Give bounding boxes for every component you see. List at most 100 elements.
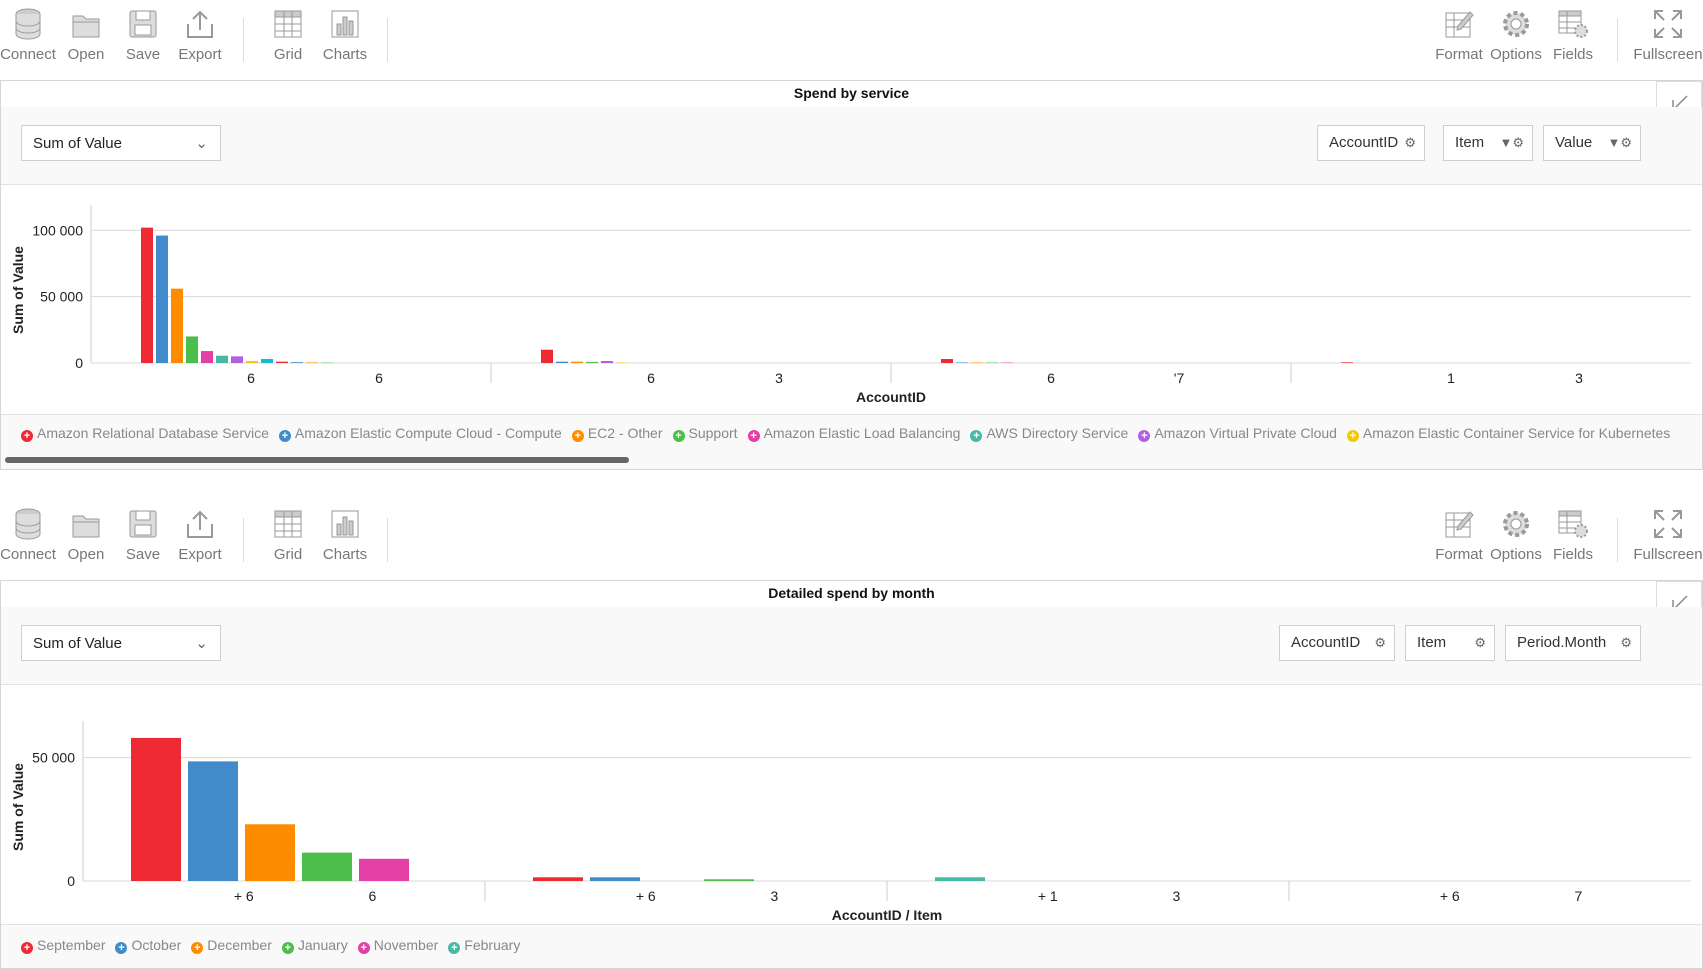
toolbar-2: Connect Open Save Export Grid Charts For… (0, 500, 1703, 580)
field-pill-value[interactable]: Value ▼⚙ (1543, 125, 1641, 161)
bar[interactable] (246, 361, 258, 363)
field-pill-label: Item (1417, 634, 1447, 651)
fields-button[interactable]: Fields (1543, 8, 1603, 63)
bar[interactable] (556, 361, 568, 363)
bar[interactable] (188, 761, 238, 881)
save-button[interactable]: Save (113, 508, 173, 563)
bar[interactable] (541, 349, 553, 363)
bar[interactable] (156, 235, 168, 363)
field-pill-accountid[interactable]: AccountID ⚙ (1279, 625, 1395, 661)
field-pill-item[interactable]: Item ⚙ (1405, 625, 1495, 661)
field-pill-label: Value (1555, 134, 1593, 151)
fullscreen-button[interactable]: Fullscreen (1632, 508, 1703, 563)
filter-gear-icon[interactable]: ▼⚙ (1607, 135, 1632, 150)
format-button[interactable]: Format (1429, 508, 1489, 563)
legend-item[interactable]: + Support (672, 425, 738, 442)
bar[interactable] (306, 362, 318, 363)
bar[interactable] (941, 359, 953, 363)
export-button[interactable]: Export (170, 508, 230, 563)
options-button[interactable]: Options (1486, 8, 1546, 63)
open-button[interactable]: Open (56, 8, 116, 63)
bar[interactable] (261, 359, 273, 363)
y-tick-label: 0 (75, 355, 83, 371)
plus-icon: + (115, 942, 128, 954)
export-button[interactable]: Export (170, 8, 230, 63)
bar[interactable] (601, 361, 613, 363)
bar[interactable] (359, 858, 409, 881)
fields-icon (1558, 510, 1588, 538)
open-button[interactable]: Open (56, 508, 116, 563)
toolbar-divider (387, 18, 388, 62)
bar[interactable] (971, 362, 983, 363)
bar[interactable] (291, 362, 303, 363)
gear-icon[interactable]: ⚙ (1620, 635, 1632, 650)
connect-button[interactable]: Connect (0, 508, 58, 563)
legend-item[interactable]: + AWS Directory Service (970, 425, 1128, 442)
legend-label: Amazon Elastic Container Service for Kub… (1362, 425, 1671, 441)
charts-button[interactable]: Charts (315, 8, 375, 63)
field-pill-item[interactable]: Item ▼⚙ (1443, 125, 1533, 161)
field-pill-accountid[interactable]: AccountID ⚙ (1317, 125, 1425, 161)
fields-button[interactable]: Fields (1543, 508, 1603, 563)
field-pill-label: Item (1455, 134, 1485, 151)
bar[interactable] (141, 227, 153, 363)
bar[interactable] (935, 877, 985, 881)
bar[interactable] (704, 879, 754, 881)
bar[interactable] (131, 737, 181, 881)
save-icon (129, 510, 157, 538)
bar[interactable] (216, 355, 228, 363)
save-button[interactable]: Save (113, 8, 173, 63)
bar[interactable] (245, 824, 295, 881)
legend-item[interactable]: + September (21, 937, 105, 954)
toolbar-divider (243, 18, 244, 62)
grid-button[interactable]: Grid (258, 8, 318, 63)
legend-item[interactable]: + EC2 - Other (571, 425, 663, 442)
legend-item[interactable]: + Amazon Elastic Load Balancing (747, 425, 960, 442)
charts-button[interactable]: Charts (315, 508, 375, 563)
x-tick-label: 7 (1575, 888, 1583, 904)
bar[interactable] (201, 351, 213, 363)
plus-icon: + (747, 430, 760, 442)
legend-item[interactable]: + October (115, 937, 181, 954)
bar[interactable] (171, 288, 183, 363)
grid-button[interactable]: Grid (258, 508, 318, 563)
gear-icon[interactable]: ⚙ (1474, 635, 1486, 650)
bar[interactable] (276, 361, 288, 363)
gear-icon[interactable]: ⚙ (1404, 135, 1416, 150)
legend-item[interactable]: + Amazon Virtual Private Cloud (1138, 425, 1337, 442)
legend-item[interactable]: + Amazon Relational Database Service (21, 425, 269, 442)
bar[interactable] (231, 356, 243, 363)
toolbar-divider (1617, 518, 1618, 562)
measure-dropdown[interactable]: Sum of Value ⌄ (21, 625, 221, 661)
bar[interactable] (586, 361, 598, 363)
bar[interactable] (302, 852, 352, 881)
legend-item[interactable]: + November (357, 937, 438, 954)
x-tick-label: 1 (1447, 370, 1455, 386)
gear-icon[interactable]: ⚙ (1374, 635, 1386, 650)
measure-dropdown[interactable]: Sum of Value ⌄ (21, 125, 221, 161)
bar[interactable] (533, 877, 583, 881)
bar[interactable] (1341, 362, 1353, 363)
plus-icon: + (281, 942, 294, 954)
legend-item[interactable]: + February (448, 937, 520, 954)
fields-label: Fields (1552, 46, 1593, 63)
legend-item[interactable]: + January (281, 937, 348, 954)
filter-gear-icon[interactable]: ▼⚙ (1499, 135, 1524, 150)
legend-item[interactable]: + Amazon Elastic Compute Cloud - Compute (278, 425, 562, 442)
options-button[interactable]: Options (1486, 508, 1546, 563)
horizontal-scrollbar[interactable] (5, 457, 629, 463)
field-pill-period-month[interactable]: Period.Month ⚙ (1505, 625, 1641, 661)
fullscreen-button[interactable]: Fullscreen (1632, 8, 1703, 63)
bar[interactable] (590, 877, 640, 881)
bar[interactable] (956, 362, 968, 363)
legend-label: AWS Directory Service (986, 425, 1129, 441)
legend-item[interactable]: + December (191, 937, 272, 954)
legend-item[interactable]: + Amazon Elastic Container Service for Ku… (1346, 425, 1671, 442)
bar[interactable] (571, 361, 583, 363)
bar[interactable] (186, 336, 198, 363)
plus-icon: + (191, 942, 204, 954)
open-label: Open (67, 46, 105, 63)
format-button[interactable]: Format (1429, 8, 1489, 63)
connect-button[interactable]: Connect (0, 8, 58, 63)
charts-icon (331, 10, 359, 38)
